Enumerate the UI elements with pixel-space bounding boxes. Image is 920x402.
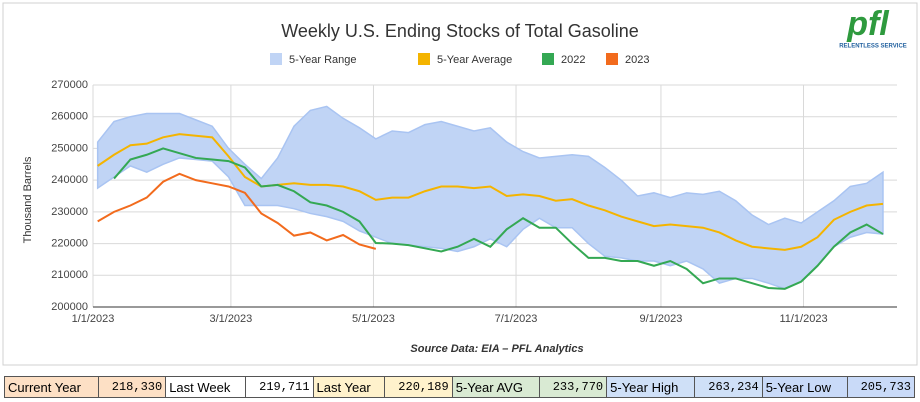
logo-text: pfl (846, 5, 890, 43)
cell-label: 5-Year Low (761, 376, 848, 398)
legend-swatch (418, 53, 430, 65)
y-axis-label: Thousand Barrels (22, 156, 34, 243)
cell-label: 5-Year High (606, 376, 696, 398)
cell-value: 218,330 (97, 376, 167, 398)
cell-value: 233,770 (538, 376, 608, 398)
x-tick-label: 11/1/2023 (779, 313, 827, 325)
cell-label: Last Week (165, 376, 247, 398)
y-tick-label: 270000 (51, 79, 88, 91)
cell-value: 219,711 (245, 376, 314, 398)
series-line (97, 133, 884, 251)
legend-swatch (542, 53, 554, 65)
legend-swatch (606, 53, 618, 65)
cell-value: 220,189 (384, 376, 453, 398)
series-line (113, 147, 884, 290)
legend-label: 5-Year Range (289, 54, 356, 66)
y-tick-label: 230000 (51, 206, 88, 218)
legend-swatch (270, 53, 282, 65)
cell-label: Last Year (312, 376, 386, 398)
series-line (97, 172, 377, 250)
cell-value: 205,733 (846, 376, 916, 398)
legend-label: 2022 (561, 54, 585, 66)
y-tick-label: 210000 (51, 269, 88, 281)
x-tick-label: 9/1/2023 (640, 313, 683, 325)
y-tick-label: 250000 (51, 142, 88, 154)
y-tick-label: 240000 (51, 174, 88, 186)
cell-label: Current Year (4, 376, 99, 398)
cell-value: 263,234 (694, 376, 763, 398)
chart: Weekly U.S. Ending Stocks of Total Gasol… (2, 2, 918, 366)
x-tick-label: 1/1/2023 (72, 313, 115, 325)
range-area (96, 105, 884, 290)
x-tick-label: 5/1/2023 (352, 313, 395, 325)
y-tick-label: 200000 (51, 301, 88, 313)
x-tick-label: 7/1/2023 (495, 313, 538, 325)
legend-label: 5-Year Average (437, 54, 512, 66)
y-tick-label: 260000 (51, 111, 88, 123)
summary-row: Current Year 218,330 Last Week 219,711 Last … (4, 376, 916, 398)
y-tick-label: 220000 (51, 237, 88, 249)
chart-title: Weekly U.S. Ending Stocks of Total Gasol… (281, 21, 639, 41)
cell-label: 5-Year AVG (451, 376, 540, 398)
x-tick-label: 3/1/2023 (209, 313, 252, 325)
legend-label: 2023 (625, 54, 649, 66)
logo-tagline: RELENTLESS SERVICE (839, 44, 907, 50)
source-note: Source Data: EIA – PFL Analytics (410, 343, 583, 355)
summary-table: Current Year 218,330 Last Week 219,711 Last … (4, 376, 916, 398)
